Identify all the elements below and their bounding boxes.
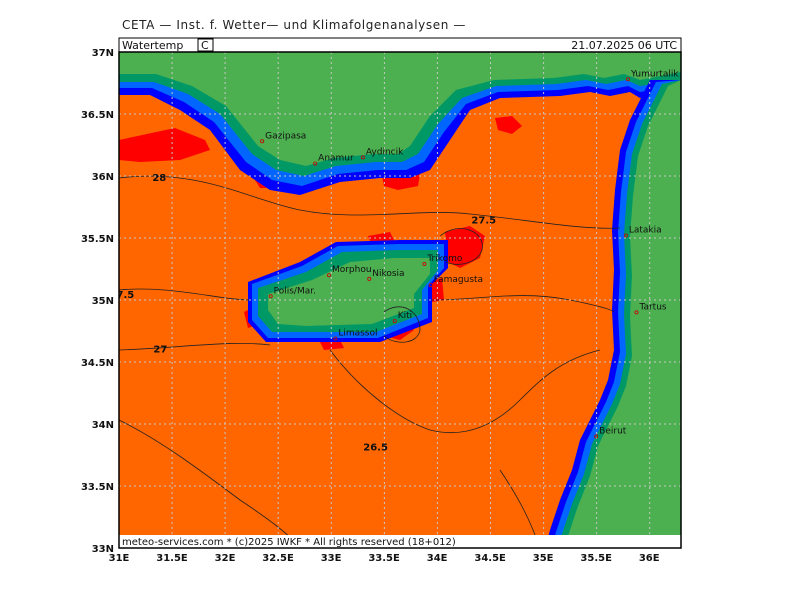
city-dot [333, 336, 338, 341]
lon-tick-label: 35.5E [580, 553, 612, 564]
lon-tick-label: 31.5E [156, 553, 188, 564]
lon-tick-label: 32.5E [262, 553, 294, 564]
lat-tick-label: 37N [92, 48, 114, 59]
city-dot [360, 155, 365, 160]
lat-tick-label: 34N [92, 420, 114, 431]
city-label: Aydincik [366, 147, 404, 157]
city-dot [594, 434, 599, 439]
isotherm-label: 26.5 [363, 442, 388, 453]
city-dot [422, 262, 427, 267]
lon-tick-label: 34.5E [474, 553, 506, 564]
isotherm-labels: 28 27.5 7.5 27 26.5 [117, 173, 496, 453]
footer-text: meteo-services.com * (c)2025 IWKF * All … [122, 537, 456, 548]
city-label: Nikosia [372, 269, 404, 279]
header-title: CETA — Inst. f. Wetter— und Klimafolgena… [122, 18, 466, 32]
city-label: Beirut [599, 426, 627, 436]
warm-patch-trikomo [445, 226, 485, 268]
city-dot [268, 294, 273, 299]
lat-tick-label: 33.5N [81, 482, 114, 493]
warm-patch-north [495, 116, 522, 134]
city-dot [326, 273, 331, 278]
isotherm-label: 7.5 [117, 290, 135, 301]
city-dot [634, 310, 639, 315]
unit-box [197, 38, 214, 52]
land-turkey [119, 52, 681, 166]
datetime-label: 21.07.2025 06 UTC [571, 39, 677, 52]
city-label: Gazipasa [265, 131, 306, 141]
lat-tick-label: 36.5N [81, 110, 114, 121]
city-label: Famagusta [434, 275, 483, 285]
map-frame [118, 51, 682, 549]
city-label: Trikomo [426, 254, 463, 264]
city-label: Tartus [638, 302, 666, 312]
city-label: Morphou [332, 265, 372, 275]
city-dot [625, 77, 630, 82]
longitude-axis: 31E 31.5E 32E 32.5E 33E 33.5E 34E 34.5E 35E 35.5E… [109, 553, 660, 564]
lon-tick-label: 32E [215, 553, 236, 564]
city-label: Yumurtalik [630, 69, 679, 79]
isotherm-label: 28 [152, 173, 166, 184]
city-dot [367, 276, 372, 281]
lon-tick-label: 33.5E [368, 553, 400, 564]
lon-tick-label: 36E [639, 553, 660, 564]
city-label: Kiti [398, 311, 412, 321]
lat-tick-label: 34.5N [81, 358, 114, 369]
city-label: Anamur [318, 154, 354, 164]
city-label: Polis/Mar. [274, 286, 316, 296]
lat-tick-label: 35.5N [81, 234, 114, 245]
isotherm-lines [119, 175, 621, 548]
grid-lines [119, 52, 681, 548]
city-label: Latakia [629, 226, 662, 236]
lat-tick-label: 36N [92, 172, 114, 183]
land-levant [563, 80, 681, 548]
footer-bar [119, 535, 681, 548]
warm-patch-west [119, 128, 210, 162]
city-dot [260, 139, 265, 144]
city-label: Limassol [338, 328, 377, 338]
isotherm-label: 27.5 [471, 215, 496, 226]
city-dot [428, 283, 433, 288]
city-dot [392, 319, 397, 324]
lat-tick-label: 33N [92, 544, 114, 555]
variable-label: Watertemp [122, 39, 183, 52]
latitude-axis: 37N 36.5N 36N 35.5N 35N 34.5N 34N 33.5N 33N [81, 48, 114, 555]
city-markers: Gazipasa Anamur Aydincik Yumurtalik Latakia T… [260, 69, 679, 439]
lon-tick-label: 34E [427, 553, 448, 564]
city-dot [623, 233, 628, 238]
unit-label: C [201, 39, 209, 52]
lon-tick-label: 33E [321, 553, 342, 564]
city-dot [313, 161, 318, 166]
lon-tick-label: 31E [109, 553, 130, 564]
lat-tick-label: 35N [92, 296, 114, 307]
lon-tick-label: 35E [533, 553, 554, 564]
isotherm-label: 27 [153, 344, 167, 355]
